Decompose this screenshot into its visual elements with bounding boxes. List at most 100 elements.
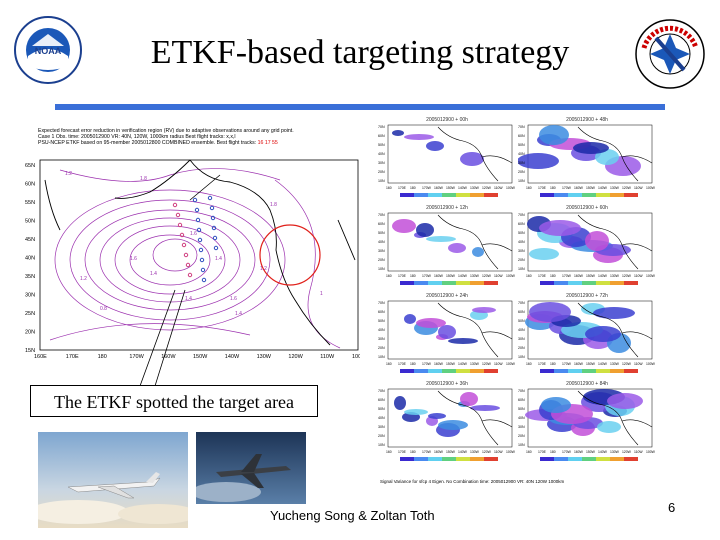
lon-label: 160E	[34, 354, 47, 360]
colorbar-swatch	[400, 369, 414, 373]
contour-label: 1.2	[65, 171, 72, 177]
panel-lat-label: 30N	[378, 337, 385, 341]
colorbar-swatch	[568, 457, 582, 461]
panel-lon-label: 160	[386, 362, 392, 366]
panel-lat-label: 30N	[518, 249, 525, 253]
lon-label: 160W	[161, 354, 176, 360]
colorbar-swatch	[456, 457, 470, 461]
panel-lon-label: 140W	[458, 186, 468, 190]
panel-lon-label: 150W	[586, 362, 596, 366]
contour-label: 1.6	[190, 231, 197, 237]
lat-label: 35N	[25, 274, 35, 280]
contour-lines	[49, 168, 341, 349]
panel-lon-label: 150W	[446, 186, 456, 190]
panel-lon-label: 100W	[506, 274, 516, 278]
panel-lon-label: 160W	[574, 186, 584, 190]
panel-title: 2005012900 + 84h	[566, 381, 608, 387]
colorbar-swatch	[610, 457, 624, 461]
variance-panel: 2005012900 + 12h 70N 60N 50N 40N 30N 20N 10N 160…	[378, 205, 516, 289]
lon-label: 110W	[320, 354, 335, 360]
panel-lon-label: 180	[550, 274, 556, 278]
panel-lon-label: 100W	[506, 450, 516, 454]
colorbar-swatch	[624, 369, 638, 373]
colorbar-swatch	[610, 369, 624, 373]
lon-label: 150W	[193, 354, 208, 360]
nws-logo	[635, 19, 705, 89]
panel-lat-label: 20N	[518, 170, 525, 174]
colorbar-swatch	[470, 281, 484, 285]
panel-lon-label: 110W	[634, 186, 643, 190]
panel-lon-label: 110W	[494, 450, 503, 454]
panel-lat-label: 50N	[378, 143, 385, 147]
variance-panel: 2005012900 + 72h 70N 60N 50N 40N 30N 20N 10N 160…	[518, 293, 656, 377]
panel-lon-label: 130W	[470, 186, 480, 190]
panel-lat-label: 40N	[378, 152, 385, 156]
caption-line-1: Expected forecast error reduction in ver…	[38, 128, 294, 134]
panel-lon-label: 130W	[470, 450, 480, 454]
panel-lon-label: 100W	[646, 450, 656, 454]
panel-lon-label: 120W	[622, 362, 632, 366]
panel-lat-label: 20N	[518, 258, 525, 262]
panel-lon-label: 160	[526, 450, 532, 454]
aircraft-photo-gulfstream	[38, 432, 188, 528]
panel-lon-label: 180	[410, 186, 416, 190]
colorbar-swatch	[484, 193, 498, 197]
colorbar-swatch	[414, 369, 428, 373]
panel-lon-label: 120W	[482, 274, 492, 278]
colorbar-swatch	[414, 281, 428, 285]
panel-lat-label: 10N	[518, 179, 525, 183]
panel-lat-label: 50N	[518, 231, 525, 235]
panel-lon-label: 160W	[434, 450, 444, 454]
contour-label: 1.4	[235, 311, 242, 317]
panel-lat-label: 60N	[518, 398, 525, 402]
colorbar-swatch	[442, 281, 456, 285]
panel-lat-label: 30N	[378, 161, 385, 165]
panel-lon-label: 120W	[482, 450, 492, 454]
panel-lat-label: 20N	[518, 346, 525, 350]
panel-lat-label: 10N	[518, 267, 525, 271]
panel-lon-label: 150W	[446, 362, 456, 366]
panel-lat-label: 70N	[518, 213, 525, 217]
colorbar-swatch	[442, 193, 456, 197]
colorbar-swatch	[596, 369, 610, 373]
panel-lon-label: 110W	[634, 362, 643, 366]
colorbar-swatch	[554, 281, 568, 285]
panel-lon-label: 130W	[470, 274, 480, 278]
variance-panel: 2005012900 + 36h 70N 60N 50N 40N 30N 20N 10N 160…	[378, 381, 516, 465]
panel-lon-label: 180	[550, 362, 556, 366]
panel-lon-label: 160W	[434, 186, 444, 190]
panel-lon-label: 100W	[646, 274, 656, 278]
panel-lat-label: 70N	[518, 301, 525, 305]
panel-lat-label: 10N	[518, 443, 525, 447]
colorbar-swatch	[470, 369, 484, 373]
lon-label: 100W	[352, 354, 360, 360]
variance-panel: 2005012900 + 24h 70N 60N 50N 40N 30N 20N 10N 160…	[378, 293, 516, 377]
panel-lat-label: 50N	[518, 319, 525, 323]
panel-lon-label: 140W	[458, 274, 468, 278]
panel-lat-label: 20N	[378, 258, 385, 262]
panel-lat-label: 20N	[378, 434, 385, 438]
panel-lat-label: 30N	[378, 425, 385, 429]
panel-lon-label: 160	[386, 274, 392, 278]
panel-lon-label: 170W	[422, 274, 432, 278]
panel-lon-label: 140W	[598, 186, 608, 190]
panel-lon-label: 160	[386, 450, 392, 454]
colorbar-swatch	[582, 369, 596, 373]
lat-label: 30N	[25, 293, 35, 299]
panel-lat-label: 40N	[378, 328, 385, 332]
lat-label: 15N	[25, 348, 35, 354]
colorbar-swatch	[428, 457, 442, 461]
colorbar-swatch	[428, 193, 442, 197]
colorbar-swatch	[554, 457, 568, 461]
caption-line-2: Case 1 Obs. time: 2005012900 VR: 40N, 12…	[38, 134, 236, 141]
panel-lon-label: 150W	[446, 450, 456, 454]
colorbar-swatch	[554, 369, 568, 373]
panel-lat-label: 10N	[378, 443, 385, 447]
panel-lat-label: 60N	[378, 134, 385, 138]
panel-title: 2005012900 + 00h	[426, 117, 468, 123]
lon-label: 180	[98, 354, 107, 360]
colorbar-swatch	[470, 193, 484, 197]
